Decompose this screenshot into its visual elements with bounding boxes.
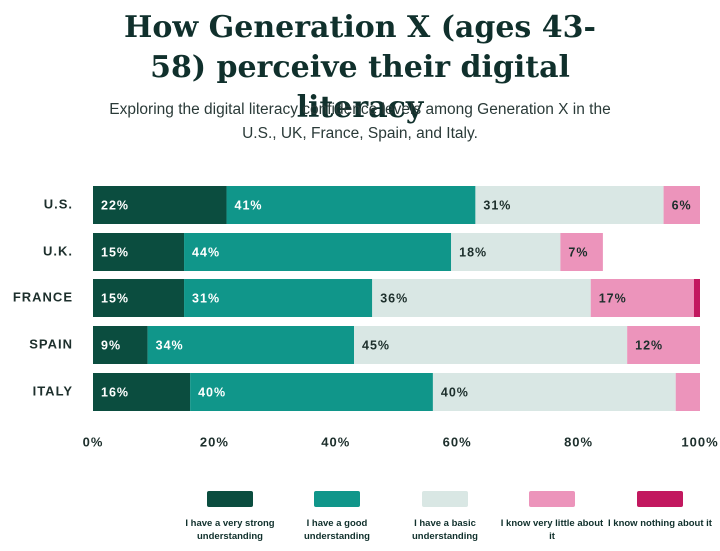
x-tick-label: 80%: [564, 434, 593, 449]
legend-swatch: [637, 491, 683, 507]
bar-segment: [93, 186, 227, 224]
data-label: 17%: [599, 291, 627, 305]
bar-segment: [372, 279, 591, 317]
x-tick-label: 20%: [200, 434, 229, 449]
legend-label: I have a very strong understanding: [185, 518, 275, 542]
data-label: 31%: [483, 198, 511, 212]
legend-swatch: [529, 491, 575, 507]
legend-label: I know nothing about it: [608, 518, 712, 529]
bar-segment: [663, 186, 700, 224]
legend-label: I have a good understanding: [304, 518, 370, 542]
data-label: 7%: [568, 245, 588, 259]
data-label: 6%: [672, 198, 692, 212]
legend-swatch: [314, 491, 360, 507]
data-label: 40%: [441, 385, 469, 399]
legend-label: I have a basic understanding: [412, 518, 478, 542]
bar-segment: [93, 373, 191, 411]
legend-item: I know nothing about it: [608, 491, 712, 530]
bar-segment: [354, 326, 628, 364]
data-label: 36%: [380, 291, 408, 305]
legend-label: I know very little about it: [500, 518, 604, 542]
y-tick-label: U.K.: [43, 243, 73, 258]
chart-subtitle: Exploring the digital literacy confidenc…: [109, 101, 611, 142]
bar-segment: [147, 326, 355, 364]
y-tick-label: SPAIN: [29, 336, 73, 351]
bar-segment: [93, 326, 148, 364]
y-tick-label: ITALY: [33, 383, 73, 398]
legend-item: I have a very strong understanding: [178, 491, 282, 543]
bar-segment: [675, 373, 700, 411]
x-tick-label: 60%: [443, 434, 472, 449]
data-label: 45%: [362, 338, 390, 352]
bar-segment: [93, 279, 185, 317]
data-label: 15%: [101, 245, 129, 259]
legend-item: I have a good understanding: [285, 491, 389, 543]
data-label: 22%: [101, 198, 129, 212]
data-label: 9%: [101, 338, 121, 352]
data-label: 34%: [156, 338, 184, 352]
bar-segment: [451, 233, 561, 271]
data-label: 18%: [459, 245, 487, 259]
legend-item: I have a basic understanding: [393, 491, 497, 543]
data-label: 15%: [101, 291, 129, 305]
bar-segment: [560, 233, 603, 271]
data-label: 41%: [235, 198, 263, 212]
y-tick-label: FRANCE: [13, 289, 73, 304]
bar-segment: [93, 233, 185, 271]
data-label: 31%: [192, 291, 220, 305]
bar-segment: [184, 233, 452, 271]
bar-segment: [184, 279, 373, 317]
x-tick-label: 40%: [321, 434, 350, 449]
legend-swatch: [422, 491, 468, 507]
data-label: 16%: [101, 385, 129, 399]
bar-segment: [693, 279, 700, 317]
data-label: 12%: [635, 338, 663, 352]
data-label: 40%: [198, 385, 226, 399]
bar-segment: [627, 326, 700, 364]
legend-item: I know very little about it: [500, 491, 604, 543]
legend-swatch: [207, 491, 253, 507]
bar-segment: [475, 186, 664, 224]
bar-segment: [590, 279, 694, 317]
data-label: 44%: [192, 245, 220, 259]
chart-title: How Generation X (ages 43-58) perceive t…: [124, 10, 596, 125]
bar-segment: [432, 373, 676, 411]
y-tick-label: U.S.: [44, 196, 73, 211]
x-tick-label: 100%: [681, 434, 718, 449]
bar-segment: [226, 186, 476, 224]
bar-segment: [190, 373, 433, 411]
x-tick-label: 0%: [83, 434, 104, 449]
